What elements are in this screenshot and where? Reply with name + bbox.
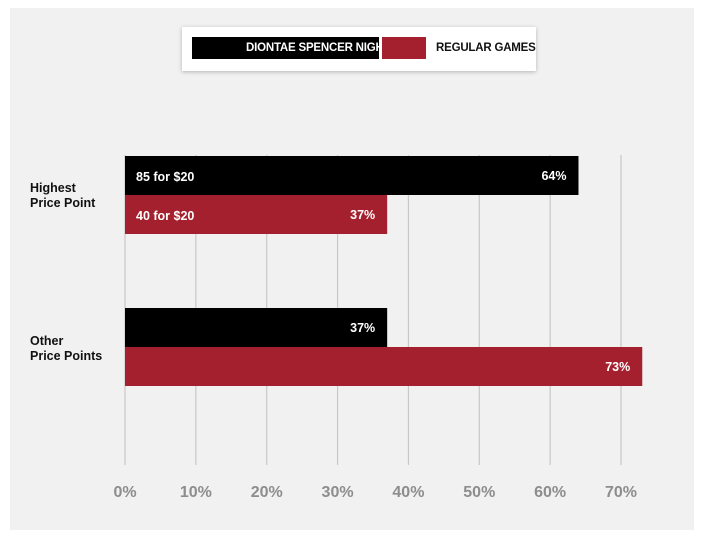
- bar-value-label: 37%: [350, 321, 375, 335]
- chart-panel: [10, 8, 694, 530]
- legend-label-diontae: DIONTAE SPENCER NIGHT: [246, 42, 391, 54]
- legend-label-regular: REGULAR GAMES: [436, 42, 536, 54]
- bar: [125, 308, 388, 347]
- x-tick-label: 20%: [251, 484, 283, 501]
- bar: [125, 195, 388, 234]
- x-tick-label: 60%: [534, 484, 566, 501]
- legend-swatch-regular: [382, 37, 426, 59]
- bar-inner-label: 40 for $20: [136, 209, 194, 223]
- x-tick-label: 30%: [322, 484, 354, 501]
- row-label-highest: Highest Price Point: [30, 181, 96, 210]
- legend-swatch-diontae: [192, 37, 379, 59]
- bar-value-label: 37%: [350, 208, 375, 222]
- bar-value-label: 64%: [541, 169, 566, 183]
- x-tick-label: 50%: [463, 484, 495, 501]
- row-label-other: Other Price Points: [30, 334, 103, 363]
- bar: [125, 347, 643, 386]
- bar-value-label: 73%: [605, 360, 630, 374]
- bar-inner-label: 85 for $20: [136, 170, 194, 184]
- bar: [125, 156, 579, 195]
- x-tick-label: 40%: [392, 484, 424, 501]
- legend: DIONTAE SPENCER NIGHT REGULAR GAMES: [182, 27, 536, 71]
- x-tick-label: 0%: [113, 484, 136, 501]
- x-tick-label: 70%: [605, 484, 637, 501]
- x-tick-label: 10%: [180, 484, 212, 501]
